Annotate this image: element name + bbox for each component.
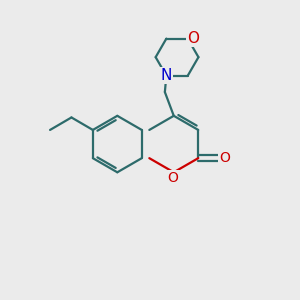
Text: O: O [187, 31, 199, 46]
Text: O: O [219, 151, 230, 165]
Text: N: N [161, 68, 172, 83]
Text: O: O [168, 171, 178, 184]
